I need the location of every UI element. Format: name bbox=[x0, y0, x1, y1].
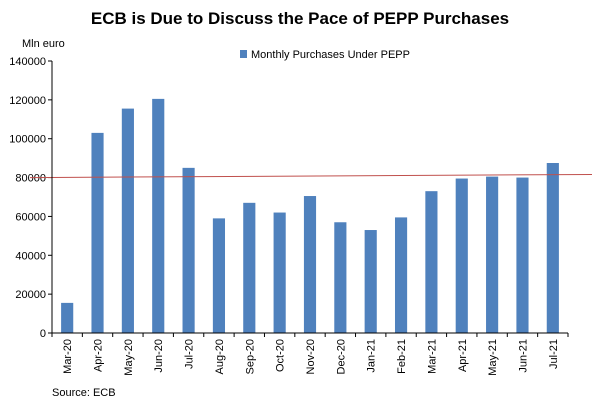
x-tick-label: Nov-20 bbox=[305, 339, 317, 374]
x-tick-label: Oct-20 bbox=[275, 339, 287, 372]
x-tick-label: Jul-20 bbox=[184, 339, 196, 369]
y-axis: 0 20000 40000 60000 80000 100000 120000 140000 bbox=[9, 56, 52, 340]
legend: Monthly Purchases Under PEPP bbox=[240, 49, 410, 61]
legend-label: Monthly Purchases Under PEPP bbox=[251, 49, 410, 61]
bar-series bbox=[61, 98, 559, 333]
bar bbox=[61, 302, 74, 333]
x-tick-label: Aug-20 bbox=[214, 339, 226, 374]
y-tick-label: 140000 bbox=[9, 56, 46, 68]
bar bbox=[425, 191, 438, 333]
bar bbox=[91, 132, 104, 333]
source-note: Source: ECB bbox=[52, 387, 116, 399]
x-tick-label: Sep-20 bbox=[244, 339, 256, 374]
bar bbox=[546, 163, 559, 333]
x-tick-label: Dec-20 bbox=[335, 339, 347, 374]
x-tick-label: Mar-21 bbox=[426, 339, 438, 374]
bar bbox=[394, 217, 408, 333]
bar bbox=[121, 108, 134, 333]
bar bbox=[364, 230, 377, 333]
bar bbox=[516, 177, 529, 333]
bar bbox=[152, 98, 165, 333]
y-axis-unit-label: Mln euro bbox=[22, 38, 65, 50]
bar bbox=[486, 176, 499, 333]
x-axis: Mar-20 Apr-20 May-20 Jun-20 Jul-20 Aug-20 Sep-… bbox=[51, 333, 569, 376]
chart-title: ECB is Due to Discuss the Pace of PEPP P… bbox=[91, 9, 509, 28]
bar bbox=[273, 212, 286, 333]
x-tick-label: Mar-20 bbox=[62, 339, 74, 374]
y-tick-label: 20000 bbox=[15, 289, 46, 301]
bar bbox=[455, 178, 468, 333]
bar bbox=[212, 218, 226, 333]
x-tick-label: May-21 bbox=[487, 339, 499, 376]
reference-line bbox=[29, 173, 593, 179]
y-tick-label: 100000 bbox=[9, 134, 46, 146]
bar bbox=[243, 202, 256, 333]
x-tick-label: May-20 bbox=[123, 339, 135, 376]
x-tick-label: Jul-21 bbox=[548, 339, 560, 369]
y-tick-label: 40000 bbox=[15, 250, 46, 262]
y-tick-label: 120000 bbox=[9, 95, 46, 107]
x-tick-label: Feb-21 bbox=[396, 339, 408, 374]
bar bbox=[182, 167, 195, 333]
x-tick-label: Jun-20 bbox=[153, 339, 165, 373]
y-tick-label: 60000 bbox=[15, 211, 46, 223]
x-tick-label: Jan-21 bbox=[366, 339, 378, 373]
axes bbox=[51, 61, 568, 334]
y-tick-label: 80000 bbox=[15, 173, 46, 185]
y-tick-label: 0 bbox=[40, 328, 46, 340]
x-tick-label: Apr-21 bbox=[457, 339, 469, 372]
bar bbox=[334, 222, 347, 333]
x-tick-label: Apr-20 bbox=[93, 339, 105, 372]
bar bbox=[303, 196, 317, 333]
legend-swatch bbox=[240, 50, 247, 58]
x-tick-label: Jun-21 bbox=[517, 339, 529, 373]
